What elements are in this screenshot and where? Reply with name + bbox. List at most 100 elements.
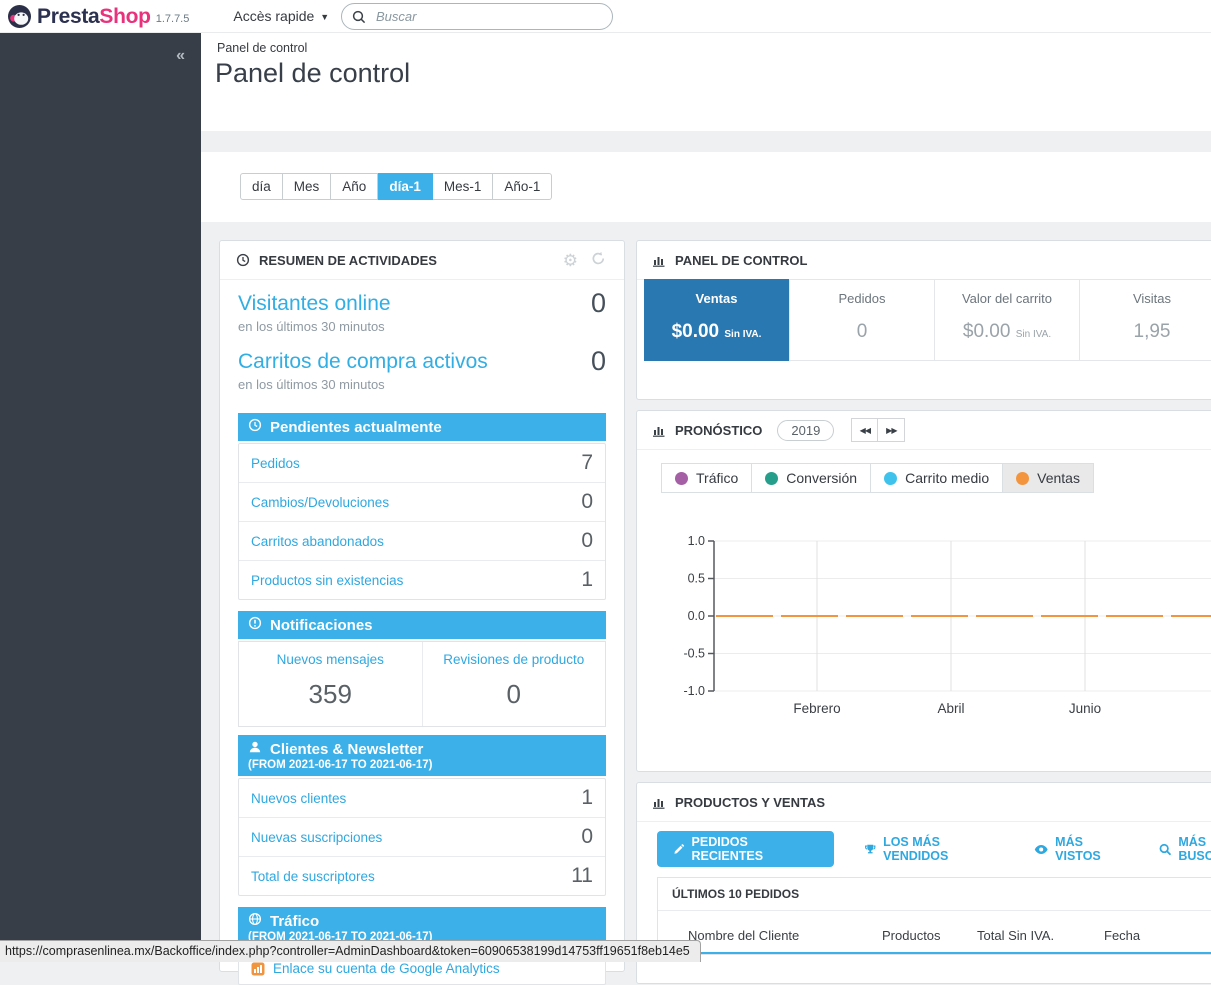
kpi-tile-orders[interactable]: Pedidos 0 xyxy=(789,280,934,360)
page-title: Panel de control xyxy=(215,58,411,88)
version-label: 1.7.7.5 xyxy=(155,12,190,25)
search-icon xyxy=(1159,843,1172,855)
legend-item-sales[interactable]: Ventas xyxy=(1002,464,1093,492)
out-of-stock-link[interactable]: Productos sin existencias xyxy=(251,572,404,588)
svg-text:0.0: 0.0 xyxy=(688,609,705,623)
new-messages-stat: Nuevos mensajes 359 xyxy=(239,642,422,726)
table-header-row: Nombre del Cliente Productos Total Sin I… xyxy=(658,911,1211,954)
kpi-tile-cart-value[interactable]: Valor del carrito $0.00 Sin IVA. xyxy=(934,280,1079,360)
sidebar-collapse-button[interactable]: « xyxy=(176,47,185,64)
new-messages-link[interactable]: Nuevos mensajes xyxy=(276,652,384,667)
legend-item-traffic[interactable]: Tráfico xyxy=(662,464,751,492)
topbar: PrestaShop 1.7.7.5 Accès rapide ▼ xyxy=(0,0,1211,33)
clock-icon xyxy=(248,418,262,436)
new-subscriptions-link[interactable]: Nuevas suscripciones xyxy=(251,829,383,845)
recent-orders-title: ÚLTIMOS 10 PEDIDOS xyxy=(658,878,1211,911)
abandoned-carts-link[interactable]: Carritos abandonados xyxy=(251,533,384,549)
chart-legend: Tráfico Conversión Carrito medio Ventas xyxy=(661,463,1094,493)
new-subscriptions-value: 0 xyxy=(581,825,593,848)
prestashop-logo[interactable]: PrestaShop xyxy=(8,4,151,28)
filter-day-1-button[interactable]: día-1 xyxy=(378,173,433,200)
notifications-stats: Nuevos mensajes 359 Revisiones de produc… xyxy=(238,641,606,727)
total-subscribers-link[interactable]: Total de suscriptores xyxy=(251,868,375,884)
list-item: Nuevos clientes 1 xyxy=(239,779,605,817)
products-card-title: PRODUCTOS Y VENTAS xyxy=(675,794,826,810)
kpi-card-title: PANEL DE CONTROL xyxy=(675,252,808,268)
next-year-button[interactable]: ▶▶ xyxy=(878,418,906,442)
average-cart-color-dot xyxy=(884,471,898,485)
kpi-tile-visits[interactable]: Visitas 1,95 xyxy=(1079,280,1211,360)
svg-text:0.5: 0.5 xyxy=(688,572,705,586)
list-item: Productos sin existencias 1 xyxy=(239,560,605,599)
forecast-card: PRONÓSTICO 2019 ◀◀ ▶▶ Tráfico Conversión… xyxy=(636,410,1211,772)
customers-section-header: Clientes & Newsletter (FROM 2021-06-17 T… xyxy=(238,735,606,776)
online-visitors-metric: Visitantes online en los últimos 30 minu… xyxy=(220,280,624,338)
active-carts-link[interactable]: Carritos de compra activos xyxy=(238,350,488,373)
orders-link[interactable]: Pedidos xyxy=(251,455,300,471)
gear-icon[interactable]: ⚙ xyxy=(562,250,578,270)
google-analytics-icon xyxy=(251,962,265,975)
legend-item-conversion[interactable]: Conversión xyxy=(751,464,870,492)
browser-link-preview: https://comprasenlinea.mx/Backoffice/ind… xyxy=(0,940,701,962)
quick-access-button[interactable]: Accès rapide ▼ xyxy=(233,8,330,24)
online-visitors-sub: en los últimos 30 minutos xyxy=(238,319,385,334)
svg-text:Abril: Abril xyxy=(937,701,964,716)
online-visitors-link[interactable]: Visitantes online xyxy=(238,292,391,315)
prestashop-mascot-icon xyxy=(8,4,31,28)
active-carts-sub: en los últimos 30 minutos xyxy=(238,377,385,392)
filter-year-1-button[interactable]: Año-1 xyxy=(493,173,553,200)
activity-card-header: RESUMEN DE ACTIVIDADES ⚙ xyxy=(220,241,624,280)
out-of-stock-value: 1 xyxy=(581,568,593,591)
person-icon xyxy=(248,740,262,758)
filter-day-button[interactable]: día xyxy=(240,173,283,200)
active-carts-metric: Carritos de compra activos en los último… xyxy=(220,338,624,396)
products-card-header: PRODUCTOS Y VENTAS xyxy=(637,783,1211,822)
list-item: Nuevas suscripciones 0 xyxy=(239,817,605,856)
filter-year-button[interactable]: Año xyxy=(331,173,379,200)
page-header: Panel de control Panel de control xyxy=(201,32,1211,131)
bar-chart-icon xyxy=(653,424,666,437)
bar-chart-icon xyxy=(653,254,666,267)
orders-value: 7 xyxy=(581,451,593,474)
sales-color-dot xyxy=(1016,471,1030,485)
column-total: Total Sin IVA. xyxy=(977,928,1055,943)
total-subscribers-value: 11 xyxy=(571,864,593,887)
search-input[interactable] xyxy=(374,8,602,25)
product-reviews-link[interactable]: Revisiones de producto xyxy=(443,652,585,667)
product-reviews-stat: Revisiones de producto 0 xyxy=(421,642,606,726)
svg-text:Junio: Junio xyxy=(1069,701,1101,716)
tab-most-searched[interactable]: MÁS BUSCADOS xyxy=(1159,831,1211,867)
globe-icon xyxy=(248,912,262,930)
customers-list: Nuevos clientes 1 Nuevas suscripciones 0… xyxy=(238,778,606,896)
kpi-tile-sales[interactable]: Ventas $0.00 Sin IVA. xyxy=(644,279,789,361)
time-filter-panel: día Mes Año día-1 Mes-1 Año-1 xyxy=(201,152,1211,222)
tab-recent-orders[interactable]: PEDIDOS RECIENTES xyxy=(657,831,834,867)
google-analytics-link[interactable]: Enlace su cuenta de Google Analytics xyxy=(273,961,500,976)
products-sales-card: PRODUCTOS Y VENTAS PEDIDOS RECIENTES LOS… xyxy=(636,782,1211,984)
forecast-card-title: PRONÓSTICO xyxy=(675,422,763,438)
svg-text:1.0: 1.0 xyxy=(688,534,705,548)
returns-link[interactable]: Cambios/Devoluciones xyxy=(251,494,390,510)
previous-year-button[interactable]: ◀◀ xyxy=(851,418,879,442)
list-item: Cambios/Devoluciones 0 xyxy=(239,482,605,521)
breadcrumb[interactable]: Panel de control xyxy=(217,41,308,55)
filter-month-1-button[interactable]: Mes-1 xyxy=(432,173,494,200)
legend-item-average-cart[interactable]: Carrito medio xyxy=(870,464,1002,492)
tab-most-viewed[interactable]: MÁS VISTOS xyxy=(1034,831,1129,867)
new-messages-value: 359 xyxy=(308,679,352,709)
refresh-icon[interactable] xyxy=(589,251,608,269)
search-icon xyxy=(352,10,366,23)
activity-summary-card: RESUMEN DE ACTIVIDADES ⚙ Visitantes onli… xyxy=(219,240,625,985)
pencil-icon xyxy=(674,844,685,854)
returns-value: 0 xyxy=(581,490,593,513)
exclamation-circle-icon xyxy=(248,616,262,634)
activity-card-title: RESUMEN DE ACTIVIDADES xyxy=(259,252,437,268)
pending-list: Pedidos 7 Cambios/Devoluciones 0 Carrito… xyxy=(238,443,606,600)
tab-best-sellers[interactable]: LOS MÁS VENDIDOS xyxy=(864,831,1004,867)
online-visitors-value: 0 xyxy=(590,288,606,318)
new-customers-link[interactable]: Nuevos clientes xyxy=(251,790,347,806)
svg-text:Febrero: Febrero xyxy=(793,701,840,716)
kpi-tiles: Ventas $0.00 Sin IVA. Pedidos 0 Valor de… xyxy=(644,279,1211,361)
filter-month-button[interactable]: Mes xyxy=(282,173,332,200)
pending-section-header: Pendientes actualmente xyxy=(238,413,606,441)
